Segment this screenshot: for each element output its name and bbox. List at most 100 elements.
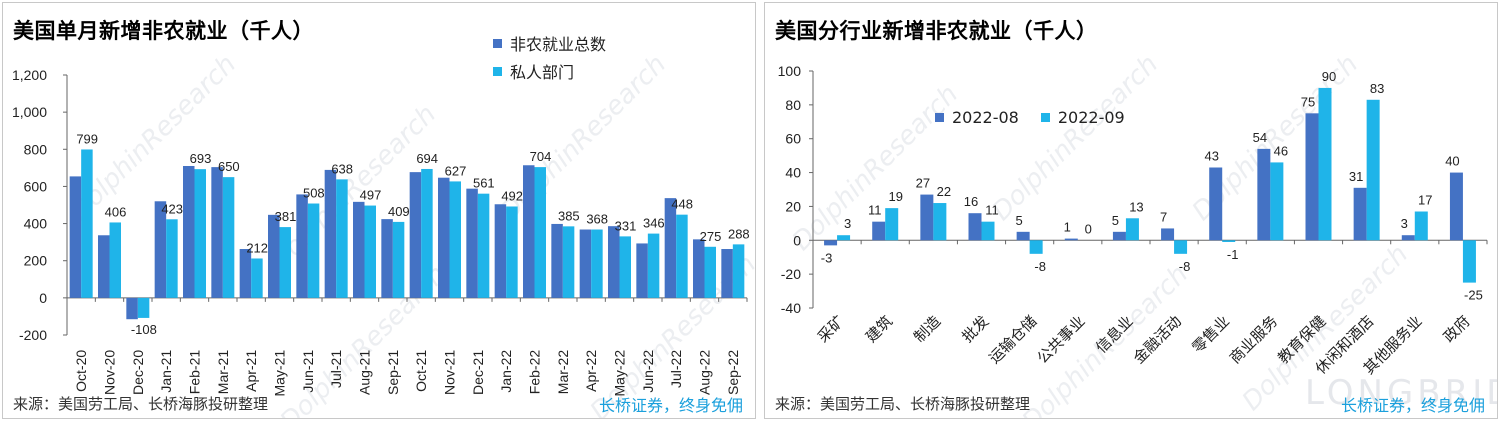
- legend-swatch: [1040, 112, 1050, 122]
- x-tick-label: Jul-21: [328, 350, 344, 388]
- y-tick-label: -20: [781, 266, 801, 282]
- data-label: 650: [218, 159, 240, 174]
- bar: [1414, 211, 1428, 241]
- data-label: 561: [473, 176, 495, 191]
- legend-label: 2022-08: [952, 107, 1019, 127]
- bar: [392, 221, 405, 298]
- bar: [1016, 231, 1030, 241]
- legend-item: 2022-08: [935, 103, 1019, 131]
- bar: [1257, 148, 1271, 241]
- legend-item: 私人部门: [493, 57, 606, 85]
- x-tick-label: 批发: [958, 312, 992, 346]
- data-label: 3: [1401, 216, 1408, 231]
- bar: [296, 194, 308, 298]
- data-label: 40: [1445, 154, 1459, 169]
- bar: [166, 219, 178, 298]
- data-label: 13: [1129, 199, 1143, 214]
- bar: [307, 203, 320, 298]
- x-tick-label: Oct-21: [413, 350, 429, 392]
- left-chart-panel: DolphinResearch DolphinResearch DolphinR…: [2, 2, 756, 419]
- bar: [81, 149, 93, 298]
- x-tick-label: Nov-21: [442, 350, 458, 395]
- y-tick-label: 20: [785, 198, 801, 214]
- bar: [664, 198, 677, 298]
- bar: [183, 166, 195, 298]
- x-tick-label: Jun-22: [640, 350, 656, 393]
- data-label: 406: [105, 204, 127, 219]
- bar: [732, 244, 745, 298]
- data-label: 17: [1418, 193, 1432, 208]
- x-tick-label: 制造: [910, 312, 944, 346]
- bar: [1401, 235, 1415, 241]
- data-label: -8: [1034, 259, 1046, 274]
- bar: [824, 240, 838, 246]
- y-tick-label: 200: [24, 253, 48, 269]
- y-tick-label: 400: [24, 216, 48, 232]
- data-label: 381: [275, 209, 297, 224]
- bar: [109, 222, 121, 298]
- x-tick-label: Oct-20: [73, 350, 89, 392]
- data-label: 75: [1301, 94, 1315, 109]
- right-chart-panel: DolphinResearch DolphinResearch DolphinR…: [764, 2, 1498, 419]
- data-label: 43: [1204, 148, 1218, 163]
- data-label: -25: [1464, 288, 1483, 303]
- x-tick-label: 运输仓储: [985, 312, 1040, 367]
- data-label: 693: [190, 151, 212, 166]
- bar: [98, 235, 110, 298]
- x-tick-label: Sep-21: [385, 350, 401, 395]
- data-label: 704: [530, 149, 552, 164]
- bar: [194, 169, 206, 298]
- bar: [1270, 162, 1284, 241]
- bar: [837, 235, 851, 241]
- data-label: 346: [643, 216, 665, 231]
- x-tick-label: Apr-21: [243, 350, 259, 392]
- bar: [154, 201, 167, 298]
- x-tick-label: Jul-22: [668, 350, 684, 388]
- left-legend: 非农就业总数私人部门: [493, 29, 606, 85]
- left-slogan: 长桥证券，终身免佣: [598, 396, 743, 415]
- data-label: 275: [700, 229, 722, 244]
- bar: [477, 193, 490, 298]
- x-tick-label: May-22: [612, 350, 628, 397]
- bar: [421, 168, 433, 298]
- data-label: 331: [615, 218, 637, 233]
- data-label: 27: [916, 176, 930, 191]
- x-tick-label: Nov-20: [102, 350, 118, 395]
- left-source: 来源：美国劳工局、长桥海豚投研整理: [13, 395, 269, 413]
- bar: [1029, 240, 1043, 254]
- data-label: 409: [388, 204, 410, 219]
- x-tick-label: 公共事业: [1033, 312, 1088, 367]
- x-tick-label: Aug-21: [357, 350, 373, 395]
- bar: [693, 239, 705, 298]
- legend-label: 非农就业总数: [510, 35, 607, 54]
- bar: [1366, 99, 1380, 241]
- data-label: 497: [360, 188, 382, 203]
- bar: [324, 169, 337, 298]
- y-tick-label: 0: [39, 290, 47, 306]
- data-label: 3: [844, 216, 851, 231]
- data-label: 46: [1274, 143, 1288, 158]
- x-tick-label: Dec-21: [470, 350, 486, 395]
- x-tick-label: 政府: [1440, 312, 1474, 346]
- bar: [608, 226, 620, 298]
- y-tick-label: 100: [778, 63, 802, 79]
- x-tick-label: 商业服务: [1226, 312, 1281, 367]
- data-label: 0: [1085, 221, 1092, 236]
- bar: [1305, 113, 1319, 241]
- bar: [409, 172, 422, 298]
- bar: [381, 219, 393, 298]
- bar: [933, 203, 947, 241]
- y-tick-label: -40: [781, 300, 801, 316]
- data-label: -108: [131, 322, 157, 337]
- bar: [336, 179, 348, 298]
- bar: [1125, 218, 1139, 241]
- right-chart-svg: -40 -20 0 20 40 60 80 100 -3 3 采矿 11 19 建筑 27 22 制造 16 11 批…: [778, 63, 1488, 378]
- bar: [69, 176, 82, 298]
- y-tick-label: 40: [785, 165, 801, 181]
- y-tick-label: 800: [24, 141, 48, 157]
- left-chart-svg: -200 0 200 400 600 800 1,000 1,200 799 Oct-20 406 N…: [12, 67, 750, 397]
- x-tick-label: Sep-22: [725, 350, 741, 395]
- data-label: 288: [728, 226, 750, 241]
- x-tick-label: Mar-22: [555, 350, 571, 395]
- y-tick-label: 80: [785, 97, 801, 113]
